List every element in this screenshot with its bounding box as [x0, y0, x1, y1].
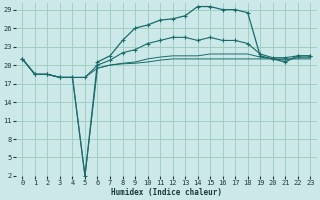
X-axis label: Humidex (Indice chaleur): Humidex (Indice chaleur)	[111, 188, 222, 197]
